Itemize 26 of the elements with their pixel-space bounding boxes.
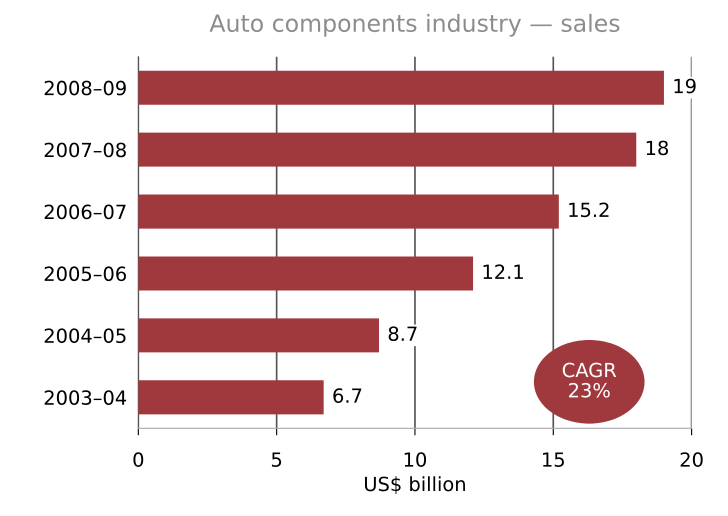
- data-label: 19: [674, 78, 696, 94]
- x-tick-label: 5: [272, 452, 282, 467]
- chart-title: Auto components industry — sales: [210, 14, 620, 37]
- bar: [138, 70, 664, 105]
- data-label: 18: [646, 140, 668, 156]
- y-tick-label: 2005–06: [44, 266, 126, 282]
- y-tick-label: 2007–08: [44, 142, 126, 158]
- y-tick-label: 2008–09: [44, 80, 126, 96]
- x-tick-label: 10: [404, 452, 426, 467]
- bar: [138, 380, 324, 414]
- annotation: CAGR 23%: [562, 362, 616, 398]
- bar: [138, 318, 379, 352]
- bar: [138, 194, 559, 229]
- bar: [138, 132, 636, 167]
- x-tick-label: 0: [133, 452, 144, 467]
- x-axis-title: US$ billion: [365, 476, 465, 494]
- y-tick-label: 2006–07: [44, 204, 126, 220]
- data-label: 8.7: [388, 326, 417, 342]
- y-tick-label: 2003–04: [44, 390, 126, 405]
- data-label: 12.1: [484, 264, 523, 279]
- bar: [138, 256, 474, 291]
- data-label: 6.7: [333, 388, 362, 403]
- y-tick-label: 2004–05: [44, 328, 126, 344]
- data-label: 15.2: [569, 202, 608, 218]
- x-tick-label: 20: [680, 452, 703, 467]
- x-tick-label: 15: [543, 452, 564, 467]
